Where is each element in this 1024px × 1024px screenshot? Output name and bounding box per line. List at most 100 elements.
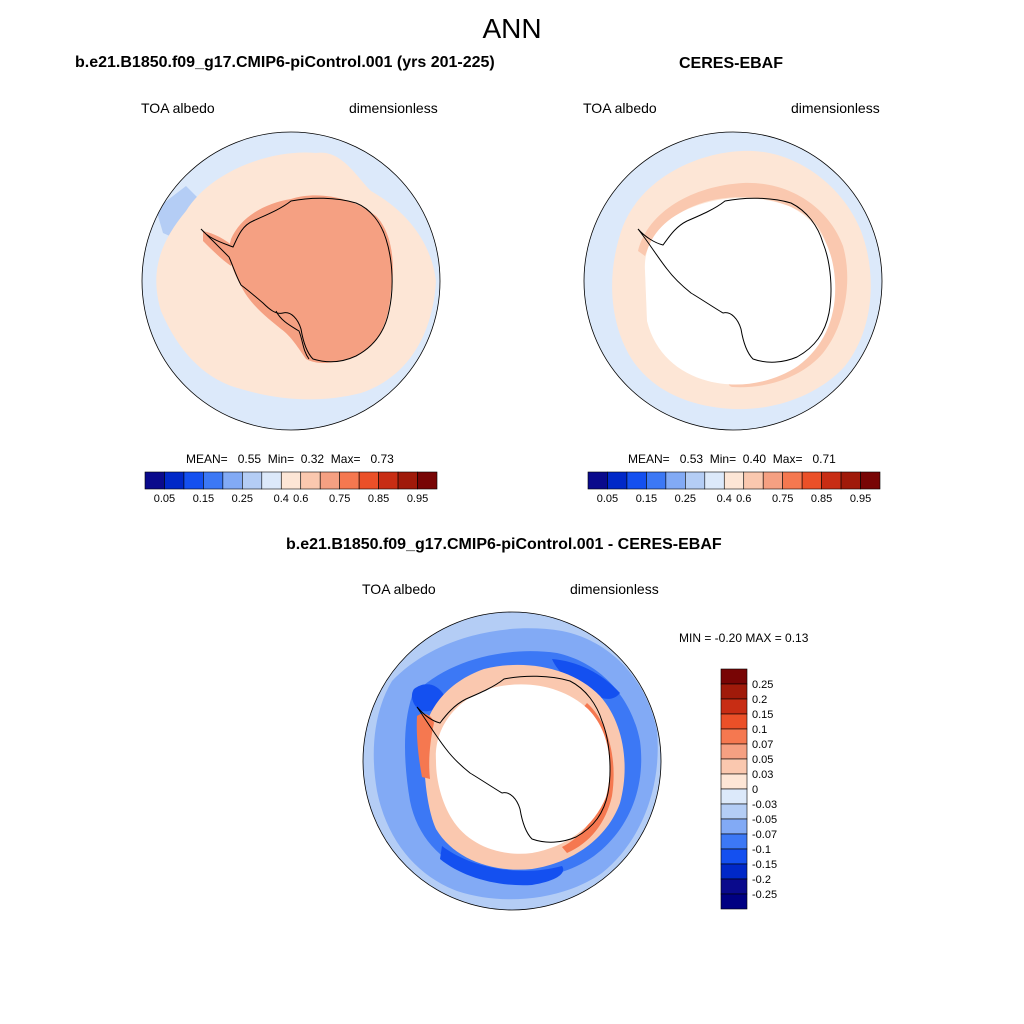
colorbar-3-swatch — [720, 818, 748, 835]
colorbar-2-swatch — [704, 471, 725, 490]
panel-1-title: b.e21.B1850.f09_g17.CMIP6-piControl.001 … — [75, 54, 495, 71]
colorbar-1-tick-label: 0.95 — [407, 493, 428, 505]
panel-2-title: CERES-EBAF — [679, 55, 784, 72]
panel-3-antarctica-coastline — [416, 675, 611, 843]
panel-1-mean-value: 0.55 — [237, 452, 262, 466]
panel-3-deep-blue-patch-north — [552, 659, 620, 699]
colorbar-3-tick-label: 0 — [752, 784, 758, 796]
panel-1-min-label: Min= — [267, 452, 295, 466]
colorbar-2-swatch — [762, 471, 783, 490]
panel-2-mean-value: 0.53 — [679, 452, 704, 466]
colorbar-3-swatch — [720, 773, 748, 790]
colorbar-1-swatch — [378, 471, 399, 490]
main-title: ANN — [482, 13, 542, 44]
panel-1-mean-label: MEAN= — [186, 452, 228, 466]
colorbar-2-tick-label: 0.85 — [811, 493, 832, 505]
colorbar-3-tick-label: 0.03 — [752, 769, 773, 781]
panel-1-colorbar: 0.05 0.15 0.25 0.4 0.6 0.75 0.85 0.95 — [144, 471, 438, 505]
panel-1-antarctica-coastline — [200, 197, 393, 363]
colorbar-2-swatch — [685, 471, 706, 490]
colorbar-3-tick-label: 0.15 — [752, 709, 773, 721]
colorbar-2-swatch — [743, 471, 764, 490]
colorbar-3-swatch — [720, 803, 748, 820]
colorbar-2-swatch — [646, 471, 667, 490]
panel-2-variable-label: TOA albedo — [583, 100, 657, 116]
panel-2-antarctica-coastline — [637, 197, 832, 363]
colorbar-2-swatch — [782, 471, 803, 490]
panel-3-units-label: dimensionless — [570, 581, 659, 597]
panel-3-colorbar: 0.25 0.2 0.15 0.1 0.07 0.05 0.03 0 -0.03 -0.05 -0.… — [720, 668, 777, 910]
colorbar-3-swatch — [720, 848, 748, 865]
colorbar-2-swatch — [587, 471, 608, 490]
colorbar-3-swatch — [720, 758, 748, 775]
panel-2-mean-label: MEAN= — [628, 452, 670, 466]
panel-3-title: b.e21.B1850.f09_g17.CMIP6-piControl.001 … — [286, 536, 722, 553]
panel-1-ross-ice-shelf-line — [275, 310, 310, 360]
panel-2-map — [583, 131, 883, 431]
colorbar-3-tick-label: 0.1 — [752, 724, 767, 736]
colorbar-2-swatch — [626, 471, 647, 490]
colorbar-2-tick-label: 0.05 — [597, 493, 618, 505]
colorbar-1-swatch — [339, 471, 360, 490]
colorbar-1-tick-label: 0.85 — [368, 493, 389, 505]
panel-1-map — [141, 131, 441, 431]
colorbar-3-swatch — [720, 698, 748, 715]
colorbar-1-tick-label: 0.75 — [329, 493, 350, 505]
colorbar-1-swatch — [144, 471, 165, 490]
colorbar-1-swatch — [358, 471, 379, 490]
colorbar-3-swatch — [720, 743, 748, 760]
colorbar-3-swatch — [720, 833, 748, 850]
colorbar-1-tick-label: 0.6 — [293, 493, 308, 505]
colorbar-2-swatch — [665, 471, 686, 490]
panel-1-map-border — [141, 131, 441, 431]
colorbar-1-swatch — [417, 471, 438, 490]
panel-3-warm-west-arc — [416, 713, 434, 779]
colorbar-2-tick-label: 0.95 — [850, 493, 871, 505]
colorbar-3-swatch — [720, 878, 748, 895]
panel-3-map — [362, 611, 662, 911]
colorbar-2-tick-label: 0.75 — [772, 493, 793, 505]
panel-3-deep-blue-patch-south — [440, 846, 564, 886]
panel-3-variable-label: TOA albedo — [362, 581, 436, 597]
colorbar-3-tick-label: 0.05 — [752, 754, 773, 766]
panel-3-minmax: MIN = -0.20 MAX = 0.13 — [679, 631, 809, 645]
colorbar-3-tick-label: 0.07 — [752, 739, 773, 751]
colorbar-1-swatch — [203, 471, 224, 490]
colorbar-3-swatch — [720, 893, 748, 910]
colorbar-3-tick-label: 0.25 — [752, 679, 773, 691]
colorbar-3-tick-label: -0.2 — [752, 874, 771, 886]
colorbar-3-swatch — [720, 668, 748, 685]
panel-1-stats: MEAN= 0.55 Min= 0.32 Max= 0.73 — [186, 452, 394, 466]
panel-1-max-label: Max= — [330, 452, 361, 466]
panel-2-max-label: Max= — [772, 452, 803, 466]
colorbar-1-tick-label: 0.25 — [232, 493, 253, 505]
colorbar-2-tick-label: 0.15 — [636, 493, 657, 505]
colorbar-3-tick-label: -0.1 — [752, 844, 771, 856]
panel-3-map-border — [362, 611, 662, 911]
panel-2-min-label: Min= — [709, 452, 737, 466]
colorbar-3-tick-label: -0.15 — [752, 859, 777, 871]
colorbar-1-swatch — [319, 471, 340, 490]
colorbar-1-swatch — [183, 471, 204, 490]
panel-1-min-value: 0.32 — [300, 452, 325, 466]
colorbar-2-swatch — [840, 471, 861, 490]
colorbar-2-tick-label: 0.4 — [717, 493, 732, 505]
colorbar-3-tick-label: -0.03 — [752, 799, 777, 811]
colorbar-3-swatch — [720, 713, 748, 730]
colorbar-1-tick-label: 0.15 — [193, 493, 214, 505]
colorbar-3-tick-label: -0.05 — [752, 814, 777, 826]
colorbar-3-swatch — [720, 788, 748, 805]
panel-3-antarctica-missing — [435, 684, 610, 854]
panel-2-antarctica-missing — [644, 198, 836, 385]
colorbar-1-swatch — [164, 471, 185, 490]
colorbar-2-swatch — [801, 471, 822, 490]
colorbar-1-swatch — [222, 471, 243, 490]
colorbar-1-tick-label: 0.4 — [274, 493, 289, 505]
colorbar-2-swatch — [723, 471, 745, 490]
panel-2-map-border — [583, 131, 883, 431]
colorbar-3-tick-label: 0.2 — [752, 694, 767, 706]
colorbar-1-swatch — [280, 471, 302, 490]
colorbar-3-tick-label: -0.25 — [752, 889, 777, 901]
colorbar-2-tick-label: 0.6 — [736, 493, 751, 505]
colorbar-1-swatch — [397, 471, 418, 490]
